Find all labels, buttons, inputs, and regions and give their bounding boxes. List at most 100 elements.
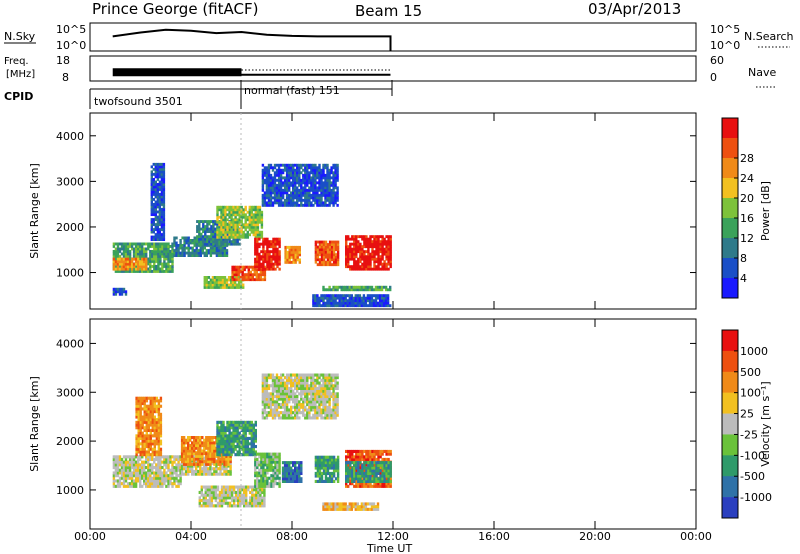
heatmap-cell [374,294,378,298]
heatmap-cell [302,168,305,172]
heatmap-cell [336,173,339,177]
heatmap-cell [244,420,247,424]
heatmap-cell [175,241,178,245]
heatmap-cell [206,240,209,244]
heatmap-cell [248,228,251,232]
heatmap-cell [371,235,374,239]
heatmap-cell [247,485,250,489]
heatmap-cell [222,218,225,222]
heatmap-cell [261,196,265,200]
heatmap-cell [288,397,291,401]
heatmap-cell [156,190,160,194]
heatmap-cell [261,376,265,380]
heatmap-cell [219,254,223,257]
heatmap-cell [224,447,227,451]
heatmap-cell [216,220,219,224]
heatmap-cell [218,240,221,244]
heatmap-cell [332,186,335,190]
heatmap-cell [296,245,299,249]
heatmap-cell [389,235,392,239]
heatmap-cell [332,166,335,170]
heatmap-cell [272,457,275,461]
heatmap-cell [208,220,211,223]
heatmap-cell [235,278,238,282]
heatmap-cell [126,245,130,248]
heatmap-cell [232,423,235,427]
heatmap-cell [324,296,327,300]
heatmap-cell [310,203,313,207]
heatmap-cell [158,210,162,214]
heatmap-cell [152,178,155,181]
heatmap-cell [217,467,220,471]
heatmap-cell [260,235,264,239]
heatmap-cell [118,267,122,271]
heatmap-cell [163,482,166,486]
heatmap-cell [215,254,219,257]
heatmap-cell [267,176,271,180]
heatmap-cell [366,304,370,308]
heatmap-cell [278,237,281,241]
heatmap-cell [262,242,265,246]
heatmap-cell [359,250,362,254]
heatmap-cell [355,250,358,254]
heatmap-cell [149,270,152,273]
heatmap-cell [389,240,392,244]
heatmap-cell [292,178,295,182]
heatmap-cell [226,488,230,492]
heatmap-cell [126,247,130,251]
heatmap-cell [277,181,281,185]
heatmap-cell [212,496,216,500]
heatmap-cell [220,504,224,508]
heatmap-cell [263,386,267,390]
heatmap-cell [193,449,196,453]
heatmap-cell [370,304,374,308]
heatmap-cell [290,171,293,175]
heatmap-cell [336,260,340,264]
heatmap-cell [365,235,368,239]
heatmap-cell [259,268,263,272]
heatmap-cell [195,464,198,468]
heatmap-cell [324,186,327,190]
heatmap-cell [203,283,206,287]
heatmap-cell [126,463,130,467]
heatmap-cell [112,476,116,480]
heatmap-cell [193,469,196,473]
heatmap-cell [143,260,146,264]
heatmap-cell [216,420,219,424]
heatmap-cell [377,237,380,241]
heatmap-cell [114,484,118,488]
heatmap-cell [244,213,247,217]
heatmap-cell [263,403,267,407]
heatmap-cell [193,244,196,247]
heatmap-cell [239,504,242,508]
heatmap-cell [197,441,200,445]
heatmap-cell [250,208,253,212]
heatmap-cell [259,278,263,282]
heatmap-cell [304,408,307,412]
heatmap-cell [242,208,245,212]
heatmap-cell [320,416,323,420]
heatmap-cell [225,251,229,255]
heatmap-cell [273,381,277,385]
heatmap-cell [204,501,207,505]
heatmap-cell [292,373,295,377]
heatmap-cell [160,210,164,214]
heatmap-cell [154,205,157,209]
heatmap-cell [128,245,132,248]
heatmap-cell [244,208,247,212]
heatmap-cell [134,455,138,459]
heatmap-cell [187,244,190,247]
heatmap-cell [134,247,138,251]
heatmap-cell [387,252,390,256]
heatmap-cell [228,237,231,241]
colorbar-tick: 24 [740,172,754,185]
heatmap-cell [290,408,293,412]
heatmap-cell [201,462,204,466]
heatmap-cell [159,247,162,251]
heatmap-cell [248,218,251,222]
heatmap-cell [198,227,201,231]
heatmap-cell [357,260,360,264]
heatmap-cell [281,405,285,409]
heatmap-cell [151,468,154,472]
heatmap-cell [316,400,319,404]
